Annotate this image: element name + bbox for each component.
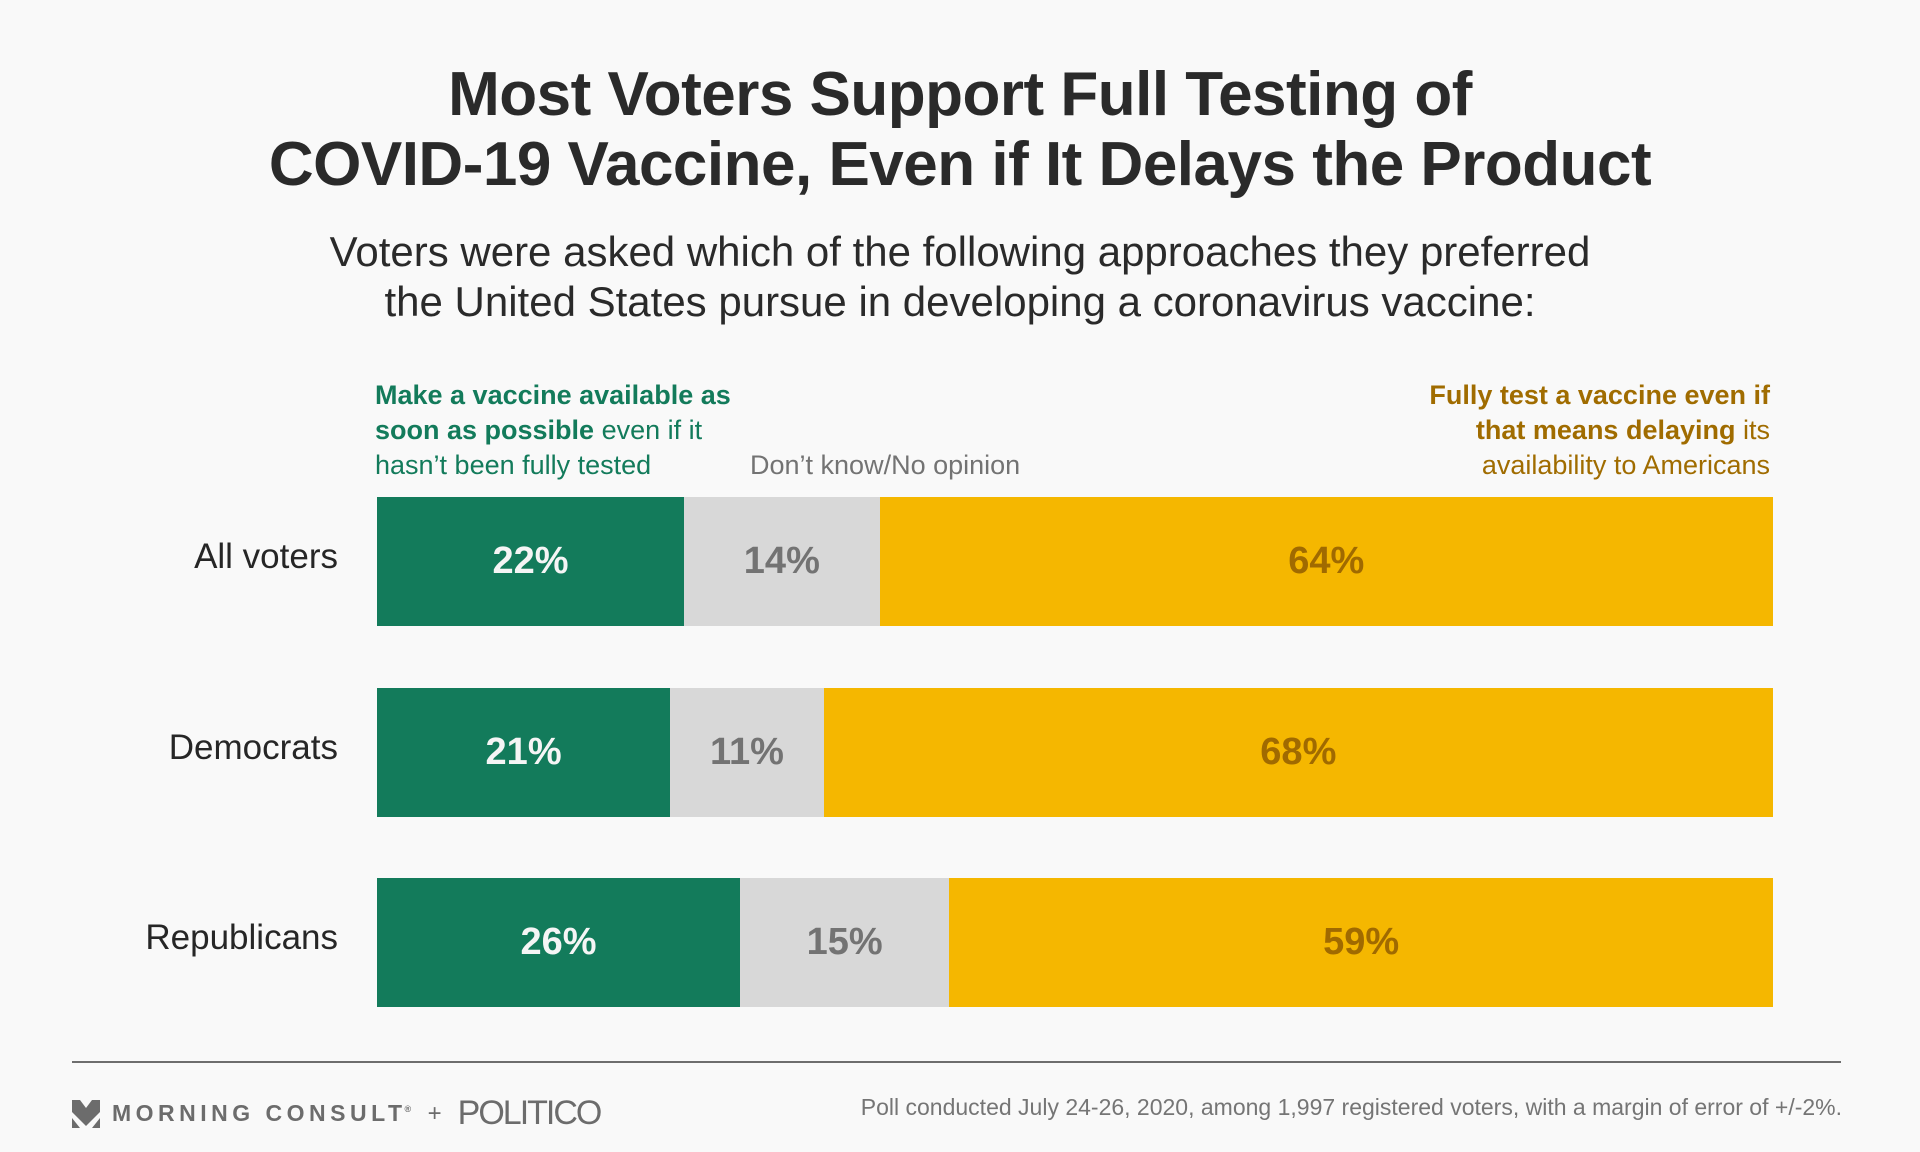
chart-title: Most Voters Support Full Testing of COVI… — [0, 60, 1920, 200]
bar-segment-democrats-asap: 21% — [377, 688, 671, 817]
chart-title-line-1: Most Voters Support Full Testing of — [448, 60, 1472, 129]
morning-consult-text: MORNING CONSULT — [112, 1100, 407, 1126]
data-label-democrats-dont-know: 11% — [709, 731, 784, 773]
data-label-all-voters-dont-know: 14% — [743, 540, 820, 582]
bar-segment-democrats-full-test: 68% — [823, 688, 1773, 817]
data-label-democrats-asap: 21% — [485, 731, 562, 773]
data-label-democrats-full-test: 68% — [1260, 731, 1337, 773]
data-label-all-voters-asap: 22% — [492, 540, 569, 582]
chart-subtitle-line-1: Voters were asked which of the following… — [329, 228, 1591, 275]
bar-segment-republicans-full-test: 59% — [949, 878, 1773, 1007]
footer-logos: MORNING CONSULT® + POLITICO — [72, 1094, 603, 1133]
legend-full-test-bold-1: Fully test a vaccine even if — [1429, 380, 1770, 410]
row-label-republicans: Republicans — [145, 918, 338, 957]
morning-consult-logo-icon — [72, 1099, 100, 1128]
footer-divider — [72, 1061, 1841, 1063]
row-label-democrats: Democrats — [168, 728, 338, 767]
legend-full-test-text-2: its — [1735, 415, 1770, 445]
bar-segment-all-voters-full-test: 64% — [879, 497, 1773, 626]
legend-full-test-text-3: availability to Americans — [1481, 450, 1770, 480]
bar-segment-all-voters-asap: 22% — [377, 497, 685, 626]
data-label-all-voters-full-test: 64% — [1288, 540, 1365, 582]
morning-consult-wordmark: MORNING CONSULT® — [112, 1100, 416, 1127]
legend-asap: Make a vaccine available as soon as poss… — [375, 378, 775, 483]
data-label-republicans-dont-know: 15% — [806, 921, 883, 963]
bar-segment-republicans-dont-know: 15% — [739, 878, 950, 1007]
bar-segment-all-voters-dont-know: 14% — [684, 497, 880, 626]
legend-asap-text-3: hasn’t been fully tested — [375, 450, 652, 480]
legend-dont-know: Don’t know/No opinion — [750, 450, 1021, 480]
bar-democrats: 21% 11% 68% — [377, 688, 1773, 817]
data-label-republicans-full-test: 59% — [1323, 921, 1400, 963]
bar-all-voters: 22% 14% 64% — [377, 497, 1773, 626]
data-label-republicans-asap: 26% — [520, 921, 597, 963]
chart-subtitle: Voters were asked which of the following… — [0, 227, 1920, 327]
legend-asap-bold-2: soon as possible — [375, 415, 595, 445]
plus-sign: + — [427, 1099, 442, 1127]
legend-asap-bold-1: Make a vaccine available as — [375, 380, 731, 410]
legend-asap-text-2: even if it — [594, 415, 703, 445]
legend-full-test: Fully test a vaccine even if that means … — [1320, 378, 1770, 483]
bar-segment-democrats-dont-know: 11% — [670, 688, 824, 817]
legend-full-test-bold-2: that means delaying — [1475, 415, 1736, 445]
chart-title-line-2: COVID-19 Vaccine, Even if It Delays the … — [268, 130, 1652, 199]
chart-subtitle-line-2: the United States pursue in developing a… — [384, 278, 1536, 325]
row-label-all-voters: All voters — [194, 537, 338, 576]
bar-segment-republicans-asap: 26% — [377, 878, 740, 1007]
bar-republicans: 26% 15% 59% — [377, 878, 1773, 1007]
registered-mark: ® — [404, 1104, 416, 1115]
politico-wordmark: POLITICO — [457, 1094, 603, 1132]
poll-methodology-note: Poll conducted July 24-26, 2020, among 1… — [860, 1094, 1842, 1120]
